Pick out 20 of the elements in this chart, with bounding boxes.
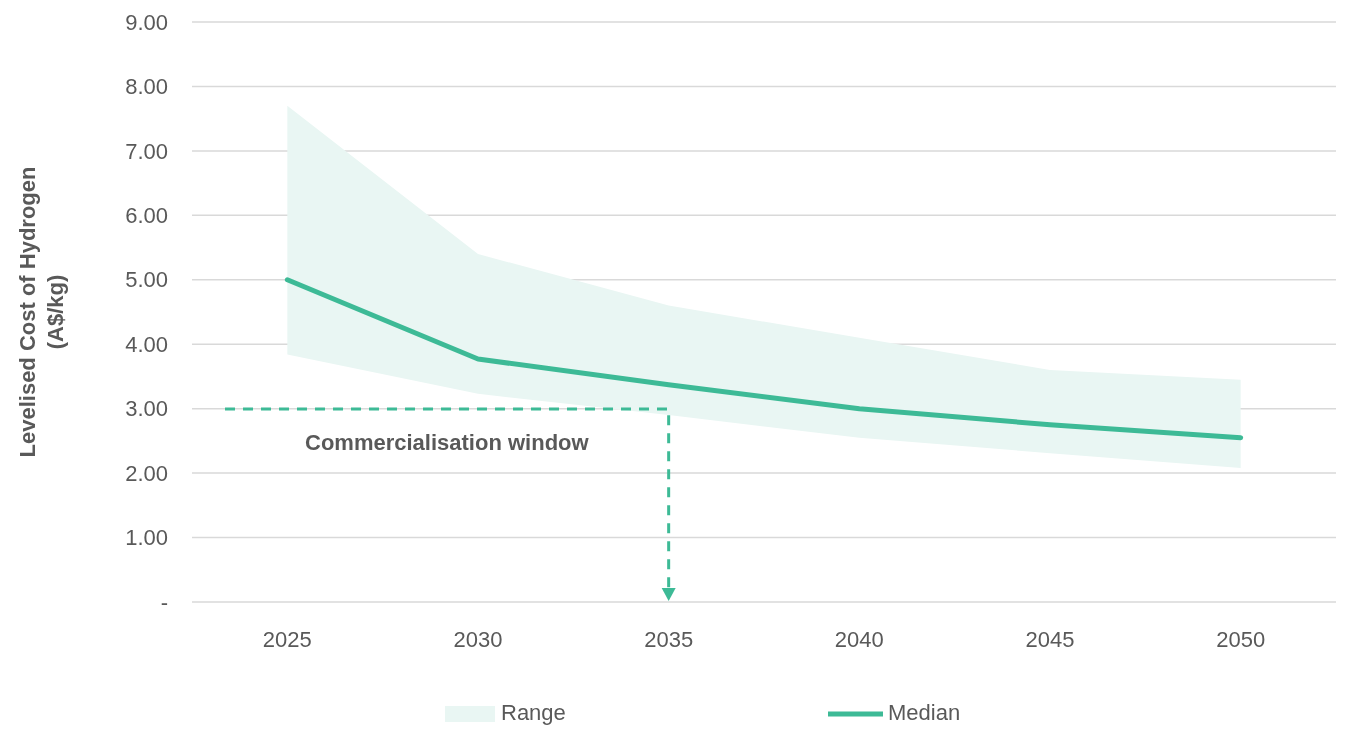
x-tick-label: 2045 — [1025, 627, 1075, 652]
y-tick-label: 3.00 — [125, 396, 168, 422]
x-tick-label: 2050 — [1216, 627, 1266, 652]
y-tick-label: 8.00 — [125, 74, 168, 100]
y-tick-label: 9.00 — [125, 9, 168, 35]
y-tick-label: 6.00 — [125, 203, 168, 229]
annotation: Commercialisation window — [305, 430, 590, 455]
x-tick-label: 2025 — [262, 627, 312, 652]
y-tick-label: 4.00 — [125, 331, 168, 357]
x-tick-label: 2035 — [644, 627, 694, 652]
y-tick-label: - — [160, 589, 168, 615]
y-tick-label: 2.00 — [125, 460, 168, 486]
x-tick-label: 2040 — [834, 627, 884, 652]
y-axis-title: Levelised Cost of Hydrogen (A$/kg) — [15, 166, 68, 458]
legend-label: Median — [888, 700, 961, 725]
y-tick-label: 1.00 — [125, 525, 168, 551]
x-tick-label: 2030 — [453, 627, 503, 652]
legend-label: Range — [501, 700, 566, 725]
y-tick-label: 7.00 — [125, 138, 168, 164]
y-tick-label: 5.00 — [125, 267, 168, 293]
